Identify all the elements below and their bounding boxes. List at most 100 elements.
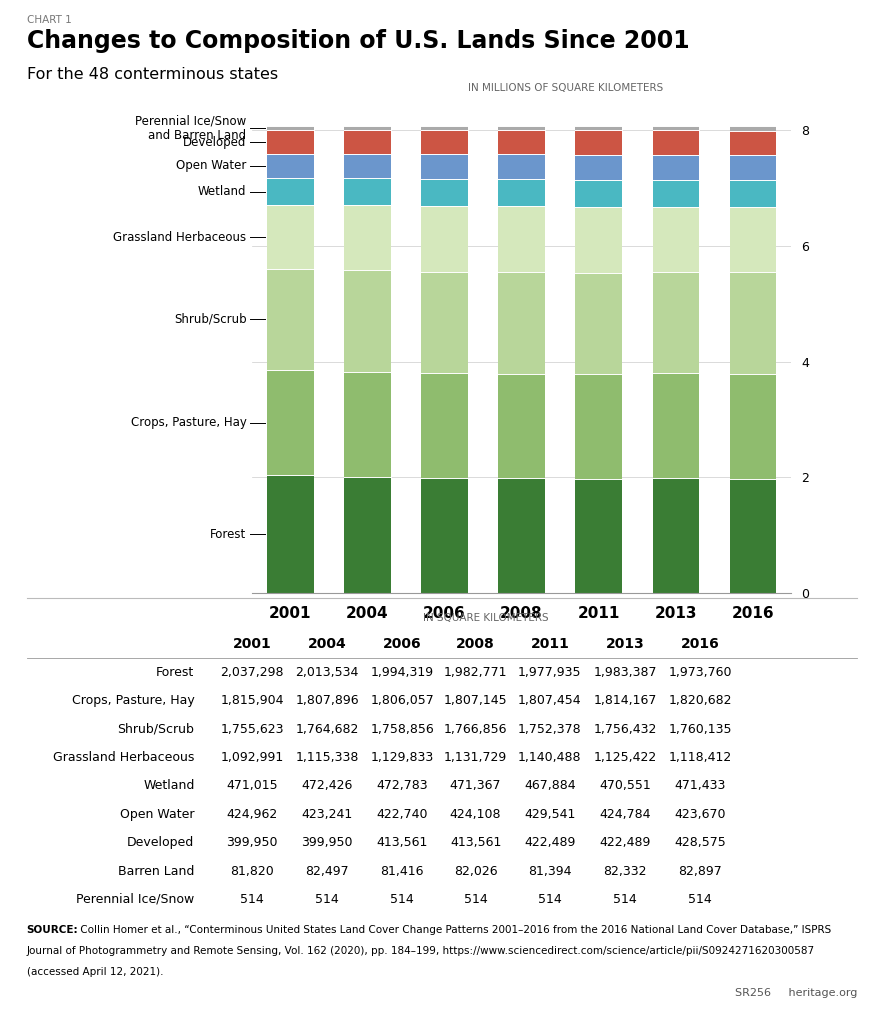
Bar: [652, 272, 698, 373]
Text: Grassland Herbaceous: Grassland Herbaceous: [113, 230, 247, 243]
Text: 399,950: 399,950: [301, 837, 353, 849]
Text: 2016: 2016: [681, 637, 720, 651]
Text: 429,541: 429,541: [524, 808, 575, 820]
Bar: [345, 477, 391, 593]
Text: 1,807,145: 1,807,145: [444, 695, 507, 707]
Text: 423,670: 423,670: [674, 808, 726, 820]
Text: 1,973,760: 1,973,760: [668, 666, 732, 678]
Bar: [575, 273, 621, 374]
Text: Grassland Herbaceous: Grassland Herbaceous: [53, 751, 194, 764]
Text: 424,962: 424,962: [226, 808, 278, 820]
Text: 471,367: 471,367: [450, 780, 501, 792]
Bar: [267, 126, 314, 131]
Bar: [267, 476, 314, 593]
Text: 472,783: 472,783: [377, 780, 428, 792]
Text: 514: 514: [464, 893, 487, 906]
Bar: [345, 372, 391, 477]
Bar: [345, 178, 391, 206]
Text: 424,784: 424,784: [599, 808, 651, 820]
Text: 424,108: 424,108: [450, 808, 501, 820]
Text: SOURCE:: SOURCE:: [27, 925, 78, 935]
Bar: [345, 126, 391, 131]
Text: CHART 1: CHART 1: [27, 15, 72, 25]
Bar: [499, 272, 545, 374]
Text: 81,394: 81,394: [528, 865, 572, 877]
Text: 1,820,682: 1,820,682: [668, 695, 732, 707]
Bar: [729, 373, 776, 479]
Text: Forest: Forest: [210, 527, 247, 540]
Bar: [267, 206, 314, 269]
Text: Collin Homer et al., “Conterminous United States Land Cover Change Patterns 2001: Collin Homer et al., “Conterminous Unite…: [77, 925, 831, 935]
Text: 514: 514: [538, 893, 561, 906]
Bar: [729, 479, 776, 593]
Text: 1,814,167: 1,814,167: [593, 695, 657, 707]
Bar: [422, 131, 468, 154]
Bar: [422, 178, 468, 206]
Text: 81,416: 81,416: [380, 865, 424, 877]
Bar: [652, 479, 698, 593]
Bar: [729, 155, 776, 179]
Bar: [267, 153, 314, 178]
Bar: [267, 370, 314, 476]
Text: 2,013,534: 2,013,534: [295, 666, 359, 678]
Text: Crops, Pasture, Hay: Crops, Pasture, Hay: [72, 695, 194, 707]
Text: 82,332: 82,332: [603, 865, 647, 877]
Text: 2001: 2001: [232, 637, 271, 651]
Bar: [422, 126, 468, 131]
Text: 1,115,338: 1,115,338: [295, 751, 359, 764]
Text: 1,815,904: 1,815,904: [220, 695, 284, 707]
Text: 470,551: 470,551: [599, 780, 651, 792]
Text: 1,129,833: 1,129,833: [370, 751, 434, 764]
Text: 428,575: 428,575: [674, 837, 726, 849]
Text: Crops, Pasture, Hay: Crops, Pasture, Hay: [131, 417, 247, 429]
Text: Perennial Ice/Snow
and Barren Land: Perennial Ice/Snow and Barren Land: [135, 115, 247, 142]
Bar: [422, 478, 468, 593]
Text: 467,884: 467,884: [524, 780, 575, 792]
Bar: [345, 131, 391, 154]
Text: 471,433: 471,433: [674, 780, 726, 792]
Text: Shrub/Scrub: Shrub/Scrub: [118, 723, 194, 735]
Text: Wetland: Wetland: [143, 780, 194, 792]
Text: Developed: Developed: [127, 837, 194, 849]
Text: 2004: 2004: [308, 637, 347, 651]
Bar: [652, 207, 698, 272]
Bar: [499, 374, 545, 479]
Text: 82,497: 82,497: [305, 865, 349, 877]
Text: 399,950: 399,950: [226, 837, 278, 849]
Bar: [575, 374, 621, 479]
Text: 1,806,057: 1,806,057: [370, 695, 434, 707]
Text: 1,760,135: 1,760,135: [668, 723, 732, 735]
Bar: [422, 154, 468, 178]
Text: 2,037,298: 2,037,298: [220, 666, 284, 678]
Text: Open Water: Open Water: [120, 808, 194, 820]
Text: IN SQUARE KILOMETERS: IN SQUARE KILOMETERS: [423, 613, 549, 624]
Bar: [267, 131, 314, 153]
Bar: [729, 179, 776, 207]
Bar: [267, 269, 314, 370]
Text: Barren Land: Barren Land: [118, 865, 194, 877]
Text: 1,118,412: 1,118,412: [668, 751, 732, 764]
Text: Perennial Ice/Snow: Perennial Ice/Snow: [76, 893, 194, 906]
Bar: [499, 479, 545, 593]
Text: 1,755,623: 1,755,623: [220, 723, 284, 735]
Bar: [575, 155, 621, 179]
Bar: [422, 272, 468, 373]
Text: 514: 514: [240, 893, 263, 906]
Bar: [652, 131, 698, 155]
Text: 413,561: 413,561: [377, 837, 428, 849]
Text: 2011: 2011: [530, 637, 569, 651]
Text: Forest: Forest: [156, 666, 194, 678]
Bar: [345, 154, 391, 178]
Text: 1,983,387: 1,983,387: [593, 666, 657, 678]
Text: 514: 514: [316, 893, 339, 906]
Text: Journal of Photogrammetry and Remote Sensing, Vol. 162 (2020), pp. 184–199, http: Journal of Photogrammetry and Remote Sen…: [27, 946, 815, 956]
Bar: [729, 272, 776, 373]
Text: 1,140,488: 1,140,488: [518, 751, 582, 764]
Text: Developed: Developed: [183, 136, 247, 148]
Text: 514: 514: [391, 893, 414, 906]
Text: 2006: 2006: [383, 637, 422, 651]
Text: 423,241: 423,241: [301, 808, 353, 820]
Text: 1,756,432: 1,756,432: [593, 723, 657, 735]
Bar: [345, 270, 391, 372]
Text: Wetland: Wetland: [198, 186, 247, 199]
